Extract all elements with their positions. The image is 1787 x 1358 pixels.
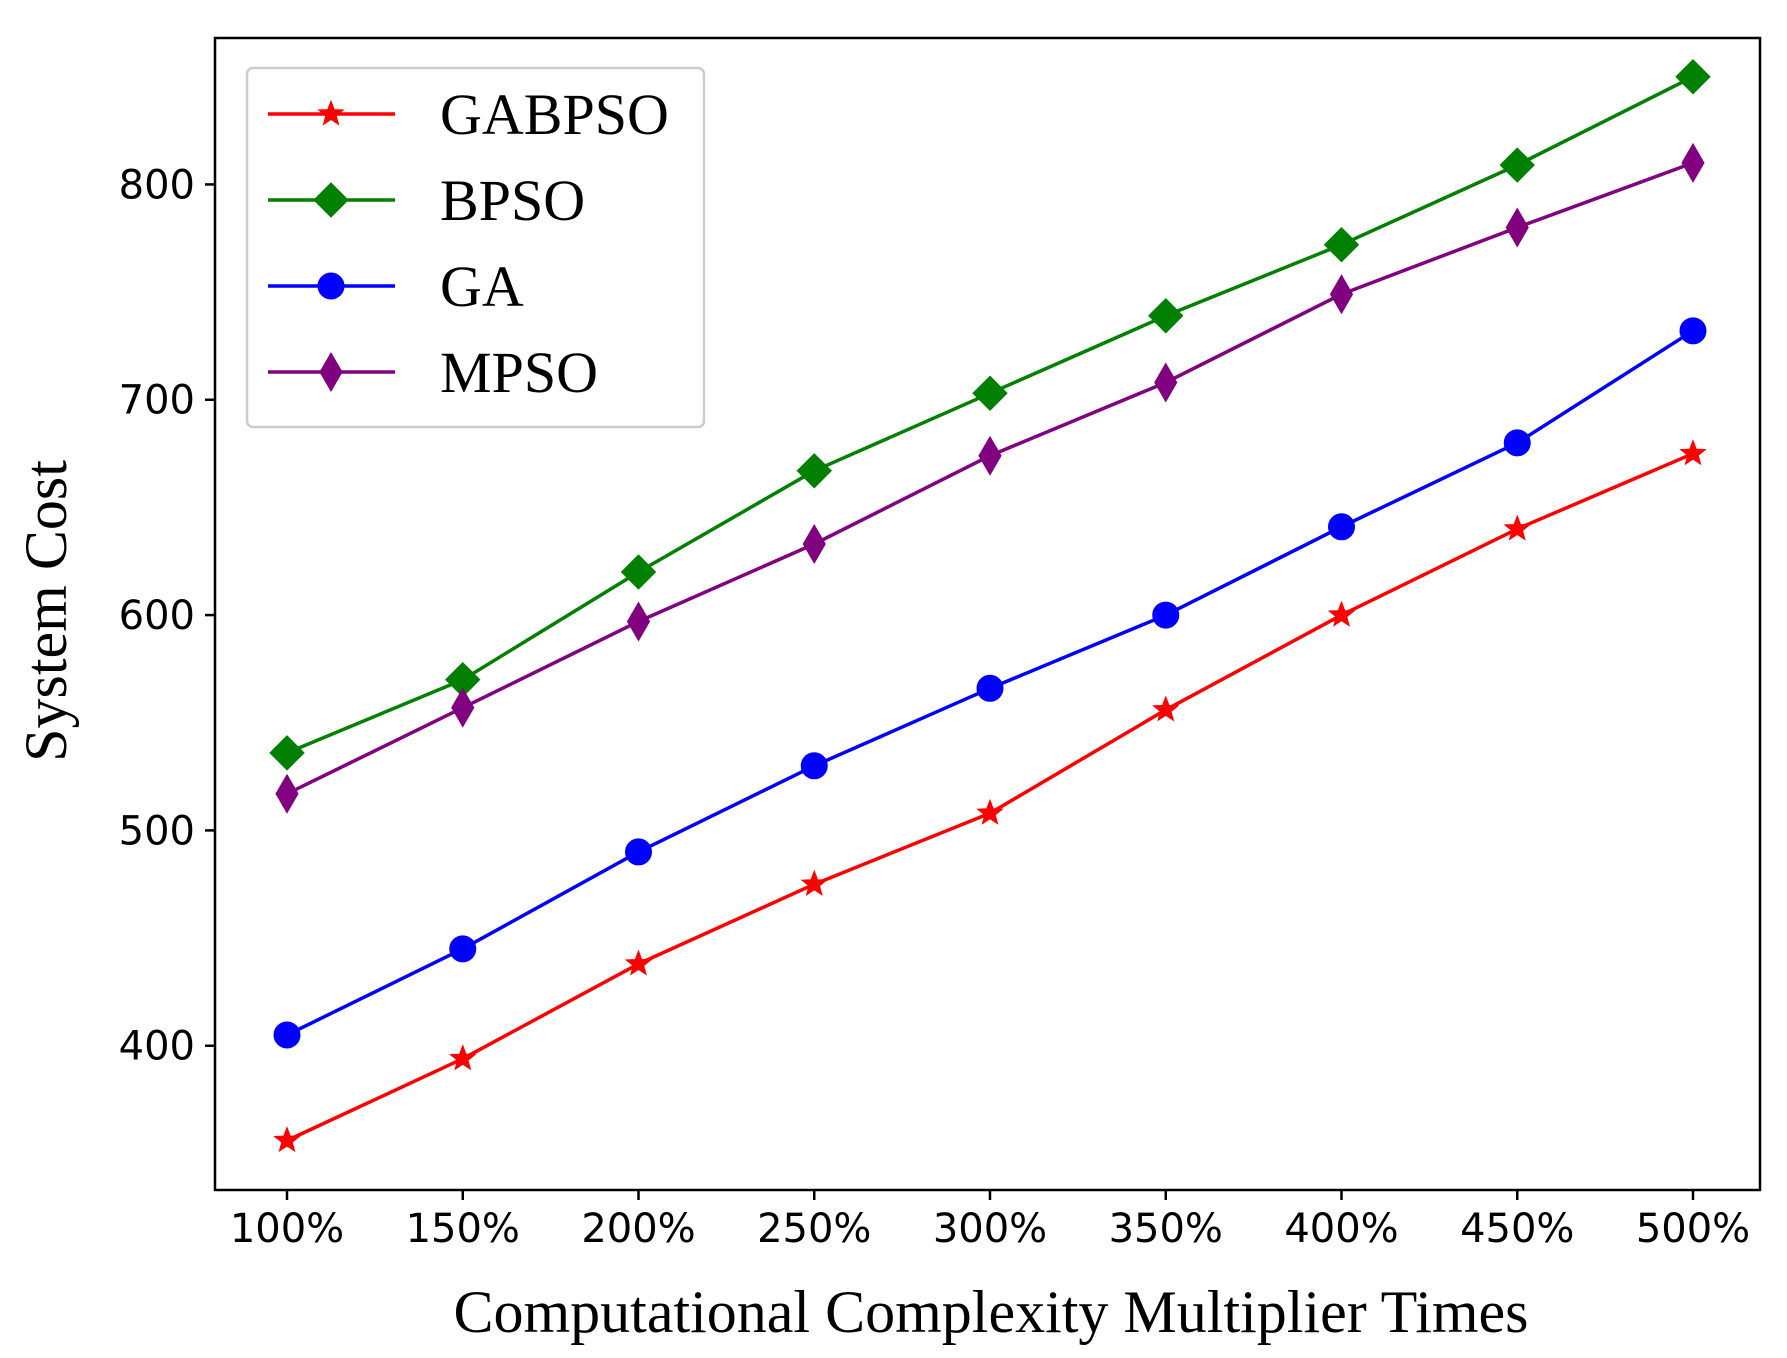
data-point-ga-1 xyxy=(449,935,477,963)
data-point-gabpso-4 xyxy=(976,798,1004,825)
data-point-bpso-3 xyxy=(796,453,832,489)
data-point-ga-3 xyxy=(800,752,828,780)
data-point-gabpso-2 xyxy=(624,949,653,976)
y-tick-label: 700 xyxy=(119,378,195,424)
y-tick-label: 500 xyxy=(119,808,195,854)
data-point-bpso-2 xyxy=(620,554,657,590)
data-point-mpso-8 xyxy=(1681,142,1705,183)
x-axis-title: Computational Complexity Multiplier Time… xyxy=(453,1279,1528,1345)
data-point-ga-8 xyxy=(1679,317,1707,345)
data-point-mpso-7 xyxy=(1505,207,1529,248)
data-point-bpso-7 xyxy=(1499,147,1535,183)
x-tick-label: 100% xyxy=(230,1206,344,1252)
x-tick-label: 350% xyxy=(1109,1206,1223,1252)
legend-entry-bpso: BPSO xyxy=(268,168,585,233)
data-point-mpso-3 xyxy=(802,524,826,565)
y-tick-label: 400 xyxy=(119,1024,195,1070)
y-tick-label: 800 xyxy=(119,162,195,208)
data-point-bpso-8 xyxy=(1675,59,1711,95)
legend-marker-ga xyxy=(317,272,345,300)
data-point-mpso-1 xyxy=(451,687,475,728)
series-mpso xyxy=(275,142,1705,814)
legend-entry-mpso: MPSO xyxy=(268,340,598,405)
data-point-bpso-4 xyxy=(972,375,1008,411)
data-point-bpso-6 xyxy=(1323,227,1360,263)
legend: GABPSO BPSO GA MPSO xyxy=(245,66,706,429)
data-point-ga-5 xyxy=(1152,601,1180,629)
data-point-gabpso-7 xyxy=(1503,514,1531,541)
series-gabpso xyxy=(273,439,1707,1153)
data-point-gabpso-8 xyxy=(1679,439,1707,466)
x-tick-label: 400% xyxy=(1284,1206,1398,1252)
data-point-ga-4 xyxy=(976,674,1004,702)
data-point-gabpso-6 xyxy=(1327,600,1356,627)
data-point-ga-2 xyxy=(625,838,652,866)
series-layer xyxy=(269,59,1711,1153)
legend-label: GABPSO xyxy=(440,82,669,147)
x-tick-label: 500% xyxy=(1636,1206,1750,1252)
data-point-gabpso-3 xyxy=(800,869,828,896)
data-point-ga-6 xyxy=(1328,513,1355,541)
legend-marker-bpso xyxy=(313,182,349,218)
data-point-gabpso-1 xyxy=(449,1044,477,1071)
data-point-gabpso-0 xyxy=(273,1126,301,1153)
axes-layer: 100% 150% 200% 250% 300% 350% 400% 450% 500% 400 5… xyxy=(119,36,1762,1252)
data-point-ga-0 xyxy=(273,1021,301,1049)
data-point-gabpso-5 xyxy=(1152,695,1180,722)
data-point-mpso-4 xyxy=(978,435,1002,476)
data-point-mpso-2 xyxy=(626,601,651,642)
data-point-bpso-5 xyxy=(1148,298,1184,334)
legend-label: GA xyxy=(440,254,524,319)
data-point-mpso-6 xyxy=(1329,274,1354,315)
x-tick-label: 300% xyxy=(933,1206,1047,1252)
legend-box xyxy=(245,66,706,429)
series-bpso xyxy=(269,59,1711,771)
x-tick-label: 250% xyxy=(757,1206,871,1252)
data-point-bpso-0 xyxy=(269,735,305,771)
legend-entry-gabpso: GABPSO xyxy=(268,82,669,147)
series-ga xyxy=(273,317,1707,1049)
data-point-ga-7 xyxy=(1503,429,1531,457)
legend-label: MPSO xyxy=(440,340,598,405)
legend-marker-mpso xyxy=(319,352,343,392)
legend-label: BPSO xyxy=(440,168,585,233)
y-tick-label: 600 xyxy=(119,593,195,639)
x-tick-label: 200% xyxy=(581,1206,695,1252)
data-point-mpso-0 xyxy=(275,773,299,814)
legend-marker-gabpso xyxy=(317,99,345,126)
x-tick-label: 450% xyxy=(1460,1206,1574,1252)
x-tick-label: 150% xyxy=(406,1206,520,1252)
data-point-mpso-5 xyxy=(1154,362,1178,403)
y-axis-title: System Cost xyxy=(13,460,79,762)
legend-entry-ga: GA xyxy=(268,254,524,319)
